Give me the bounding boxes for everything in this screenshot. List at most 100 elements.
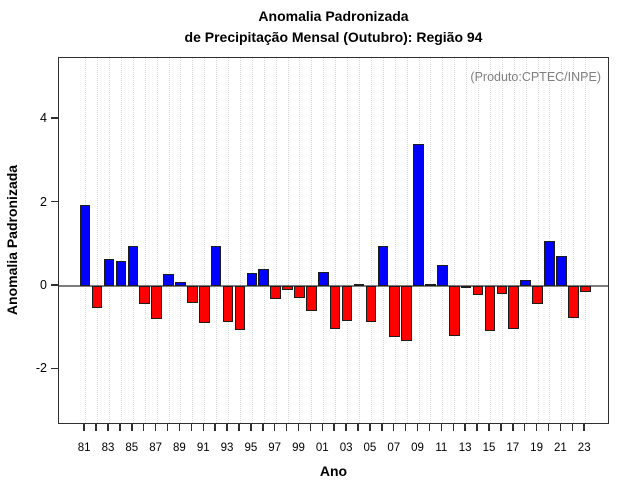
gridline-18 (525, 58, 527, 423)
gridline-01 (323, 58, 325, 423)
x-tick-18 (523, 424, 526, 431)
gridline-17 (513, 58, 515, 423)
x-tick-label-01: 01 (315, 442, 329, 454)
bar-99 (294, 286, 305, 298)
bar-97 (270, 286, 281, 299)
x-tick-22 (571, 424, 574, 431)
x-tick-98 (285, 424, 288, 431)
gridline-89 (180, 58, 182, 423)
gridline-84 (120, 58, 122, 423)
gridline-08 (406, 58, 408, 423)
bar-07 (389, 286, 401, 337)
chart-title-line1: Anomalia Padronizada (258, 8, 409, 24)
x-tick-label-91: 91 (196, 442, 210, 454)
bar-13 (460, 286, 472, 288)
gridline-02 (335, 58, 337, 423)
gridline-22 (573, 58, 575, 423)
x-tick-label-81: 81 (77, 442, 91, 454)
x-tick-86 (142, 424, 145, 431)
x-tick-11 (440, 424, 443, 431)
bar-02 (329, 286, 341, 329)
gridline-19 (537, 58, 539, 423)
y-tick-label-2: 2 (40, 194, 47, 209)
bar-83 (103, 259, 115, 286)
x-tick-82 (95, 424, 97, 431)
bar-21 (556, 256, 567, 286)
bar-09 (413, 144, 424, 286)
bar-00 (306, 286, 317, 312)
x-tick-label-97: 97 (268, 442, 282, 454)
y-tick-2 (51, 200, 58, 203)
x-tick-label-19: 19 (530, 442, 543, 454)
gridline-00 (311, 58, 313, 423)
x-tick-84 (119, 424, 121, 431)
gridline-13 (466, 58, 468, 423)
bar-18 (520, 280, 531, 286)
bar-16 (496, 286, 508, 295)
gridline-23 (585, 58, 587, 423)
y-tick-label-0: 0 (40, 278, 47, 292)
x-tick-16 (500, 424, 502, 431)
x-tick-97 (273, 424, 276, 431)
gridline-86 (144, 58, 146, 423)
x-tick-88 (166, 424, 169, 431)
x-tick-label-13: 13 (458, 442, 472, 454)
bar-14 (472, 286, 484, 296)
gridline-90 (192, 58, 194, 423)
bar-82 (91, 286, 103, 308)
bar-88 (163, 274, 174, 286)
x-tick-81 (83, 424, 85, 431)
x-tick-04 (357, 424, 359, 431)
x-tick-label-95: 95 (244, 442, 258, 454)
x-tick-96 (262, 424, 264, 431)
chart-title: Anomalia Padronizada de Precipitação Men… (58, 6, 609, 48)
bar-81 (79, 204, 91, 286)
bar-98 (282, 286, 293, 291)
x-tick-10 (428, 424, 431, 431)
gridline-92 (216, 58, 218, 423)
bar-91 (198, 286, 210, 323)
bar-94 (234, 286, 246, 331)
x-axis-title: Ano (319, 463, 348, 479)
bar-93 (222, 286, 234, 322)
x-tick-08 (404, 424, 407, 431)
x-tick-label-09: 09 (411, 442, 424, 454)
bar-23 (579, 286, 591, 292)
x-tick-00 (309, 424, 312, 431)
gridline-16 (501, 58, 503, 423)
bar-15 (484, 286, 496, 332)
y-tick-4 (51, 117, 58, 119)
x-tick-83 (107, 424, 109, 431)
bar-96 (258, 268, 270, 286)
bar-10 (425, 283, 436, 286)
gridline-14 (478, 58, 480, 423)
gridline-94 (239, 58, 241, 423)
gridline-12 (454, 58, 456, 423)
bar-05 (365, 286, 377, 323)
y-tick-label--2: -2 (35, 361, 47, 376)
x-tick-05 (369, 424, 371, 431)
x-tick-95 (250, 424, 252, 431)
bar-22 (568, 286, 579, 319)
chart-title-line2: de Precipitação Mensal (Outubro): Região… (184, 29, 483, 45)
gridline-10 (430, 58, 432, 423)
x-tick-label-89: 89 (173, 442, 186, 454)
x-tick-06 (381, 424, 383, 431)
bar-20 (544, 240, 555, 286)
x-tick-label-21: 21 (553, 442, 567, 454)
bar-89 (175, 282, 186, 286)
bar-86 (139, 286, 151, 304)
x-tick-07 (392, 424, 395, 431)
x-tick-17 (512, 424, 514, 431)
plot-area: (Produto:CPTEC/INPE) (58, 57, 609, 424)
x-tick-label-03: 03 (339, 442, 353, 454)
gridline-03 (347, 58, 349, 423)
x-tick-01 (321, 424, 324, 431)
gridline-04 (359, 58, 360, 423)
bar-12 (448, 286, 460, 337)
gridline-91 (204, 58, 206, 423)
x-tick-87 (154, 424, 157, 431)
bar-17 (508, 286, 520, 330)
gridline-95 (251, 58, 253, 423)
x-tick-92 (214, 424, 216, 431)
